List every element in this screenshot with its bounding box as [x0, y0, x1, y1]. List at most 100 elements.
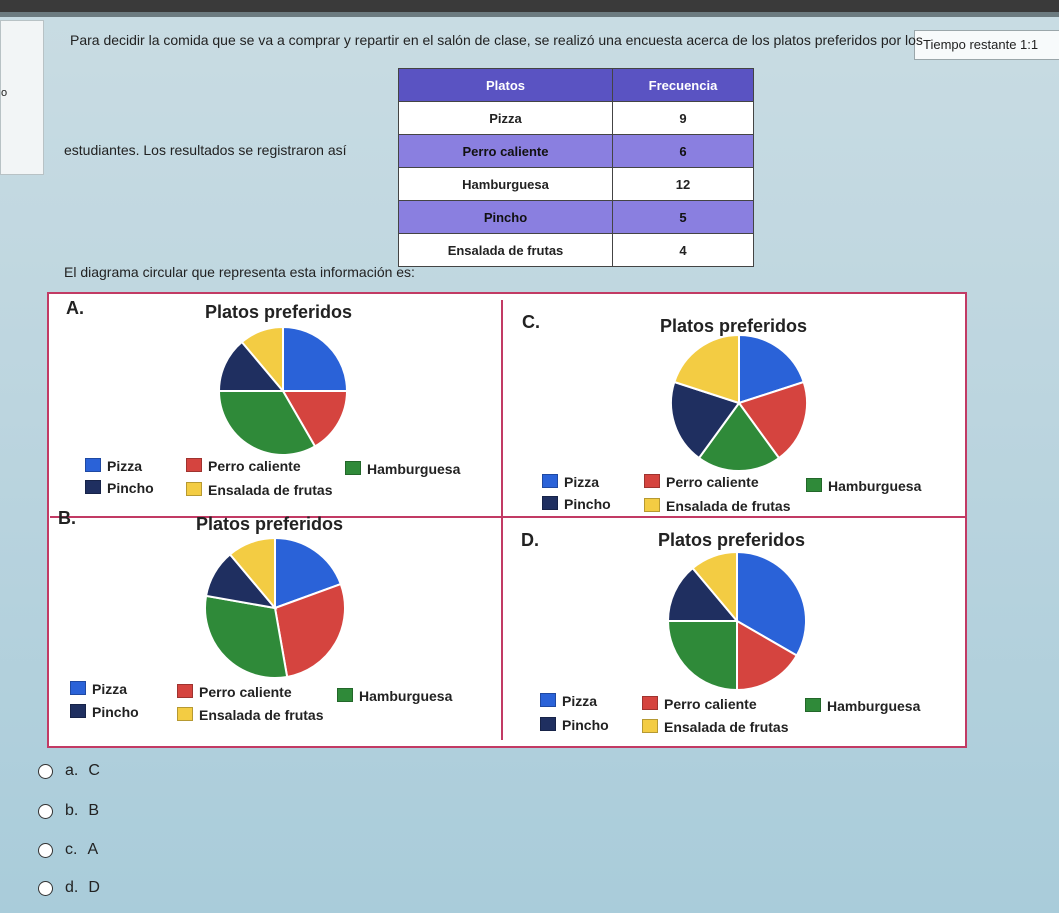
legend-pizza: Pizza	[70, 681, 127, 697]
pie-slice-perro	[273, 582, 346, 679]
legend-label-ensalada: Ensalada de frutas	[199, 707, 324, 723]
legend-perro: Perro caliente	[186, 458, 301, 474]
legend-perro: Perro caliente	[644, 474, 759, 490]
table-header-row: Platos Frecuencia	[398, 68, 754, 102]
legend-ensalada: Ensalada de frutas	[177, 707, 324, 723]
legend-pincho: Pincho	[70, 704, 139, 720]
pie-slice-hamburguesa	[204, 594, 289, 679]
legend-label-pizza: Pizza	[92, 681, 128, 697]
pie-chart-a	[217, 325, 349, 456]
legend-label-perro: Perro caliente	[664, 696, 757, 712]
frequency-table: Platos Frecuencia Pizza 9 Perro caliente…	[398, 68, 754, 267]
legend-hamburguesa: Hamburguesa	[337, 688, 452, 704]
chart-title-d: Platos preferidos	[658, 530, 806, 550]
answer-letter: c.	[65, 841, 78, 858]
pie-slice-perro	[737, 380, 808, 460]
legend-label-ensalada: Ensalada de frutas	[208, 482, 333, 498]
table-header-platos: Platos	[398, 68, 613, 102]
legend-pizza: Pizza	[85, 458, 142, 474]
pie-slice-hamburguesa	[697, 401, 781, 472]
legend-swatch-pizza	[85, 458, 101, 472]
table-cell-frecuencia: 4	[612, 233, 754, 267]
legend-hamburguesa: Hamburguesa	[805, 698, 920, 714]
legend-ensalada: Ensalada de frutas	[186, 482, 333, 498]
radio-button[interactable]	[38, 763, 53, 779]
pie-slice-hamburguesa	[217, 390, 317, 456]
panel-horizontal-divider	[50, 516, 965, 518]
option-letter-c: C.	[522, 312, 540, 332]
legend-swatch-pizza	[542, 474, 558, 488]
legend-label-pincho: Pincho	[107, 480, 154, 496]
legend-label-pincho: Pincho	[92, 704, 139, 720]
option-letter-b: B.	[58, 508, 76, 528]
answer-letter: b.	[65, 802, 79, 819]
legend-label-perro: Perro caliente	[199, 684, 292, 700]
legend-label-pizza: Pizza	[562, 693, 598, 709]
answer-option-c[interactable]: c. A	[38, 841, 98, 859]
window-top-bar	[0, 0, 1059, 12]
legend-swatch-hamburguesa	[337, 688, 353, 702]
answer-value: A	[87, 841, 99, 858]
answer-option-d[interactable]: d. D	[38, 879, 100, 897]
side-panel-text: o	[1, 87, 8, 99]
answer-letter: a.	[65, 762, 79, 779]
legend-swatch-perro	[644, 474, 660, 488]
legend-swatch-hamburguesa	[806, 478, 822, 492]
pie-slice-pincho	[666, 566, 740, 622]
timer-box: Tiempo restante 1:1	[914, 30, 1059, 60]
chart-title-c: Platos preferidos	[660, 316, 808, 336]
answer-option-b[interactable]: b. B	[38, 802, 99, 820]
pie-slice-pizza	[282, 325, 349, 392]
legend-label-hamburguesa: Hamburguesa	[359, 688, 453, 704]
legend-pincho: Pincho	[540, 717, 609, 733]
legend-pincho: Pincho	[542, 496, 611, 512]
table-row: Perro caliente 6	[398, 134, 754, 168]
legend-label-pincho: Pincho	[564, 496, 611, 512]
table-cell-frecuencia: 9	[612, 101, 754, 135]
legend-swatch-pizza	[540, 693, 556, 707]
legend-label-hamburguesa: Hamburguesa	[828, 478, 922, 494]
table-row: Hamburguesa 12	[398, 167, 754, 201]
legend-swatch-pincho	[70, 704, 86, 718]
table-row: Pizza 9	[398, 101, 754, 135]
legend-swatch-hamburguesa	[345, 461, 361, 475]
chart-title-a: Platos preferidos	[205, 302, 353, 322]
radio-button[interactable]	[38, 803, 53, 819]
legend-swatch-pincho	[540, 717, 556, 731]
legend-swatch-perro	[177, 684, 193, 698]
pie-slice-pincho	[670, 380, 741, 460]
answer-value: D	[88, 879, 100, 896]
legend-hamburguesa: Hamburguesa	[806, 478, 921, 494]
legend-swatch-ensalada	[186, 482, 202, 496]
legend-swatch-pincho	[542, 496, 558, 510]
question-line-2: estudiantes. Los resultados se registrar…	[64, 142, 347, 158]
legend-pizza: Pizza	[542, 474, 599, 490]
legend-label-pizza: Pizza	[564, 474, 600, 490]
legend-swatch-perro	[642, 696, 658, 710]
table-cell-plato: Perro caliente	[398, 134, 613, 168]
radio-button[interactable]	[38, 842, 53, 858]
answer-option-a[interactable]: a. C	[38, 762, 100, 780]
legend-swatch-pizza	[70, 681, 86, 695]
legend-swatch-ensalada	[177, 707, 193, 721]
pie-slice-ensalada	[673, 334, 740, 405]
legend-swatch-perro	[186, 458, 202, 472]
radio-button[interactable]	[38, 880, 53, 896]
legend-label-hamburguesa: Hamburguesa	[367, 461, 461, 477]
table-cell-frecuencia: 6	[612, 134, 754, 168]
pie-chart-c	[670, 334, 808, 472]
answer-value: B	[88, 802, 100, 819]
legend-pizza: Pizza	[540, 693, 597, 709]
legend-swatch-pincho	[85, 480, 101, 494]
legend-swatch-hamburguesa	[805, 698, 821, 712]
table-cell-plato: Ensalada de frutas	[398, 233, 613, 267]
pie-chart-d	[666, 550, 807, 692]
pie-slice-pizza	[738, 334, 805, 405]
side-panel-fragment[interactable]: o	[0, 20, 44, 175]
legend-pincho: Pincho	[85, 480, 154, 496]
timer-label: Tiempo restante 1:1	[923, 37, 1039, 52]
option-letter-a: A.	[66, 298, 84, 318]
pie-slice-pincho	[217, 340, 286, 392]
legend-ensalada: Ensalada de frutas	[644, 498, 791, 514]
chart-title-b: Platos preferidos	[196, 514, 344, 534]
